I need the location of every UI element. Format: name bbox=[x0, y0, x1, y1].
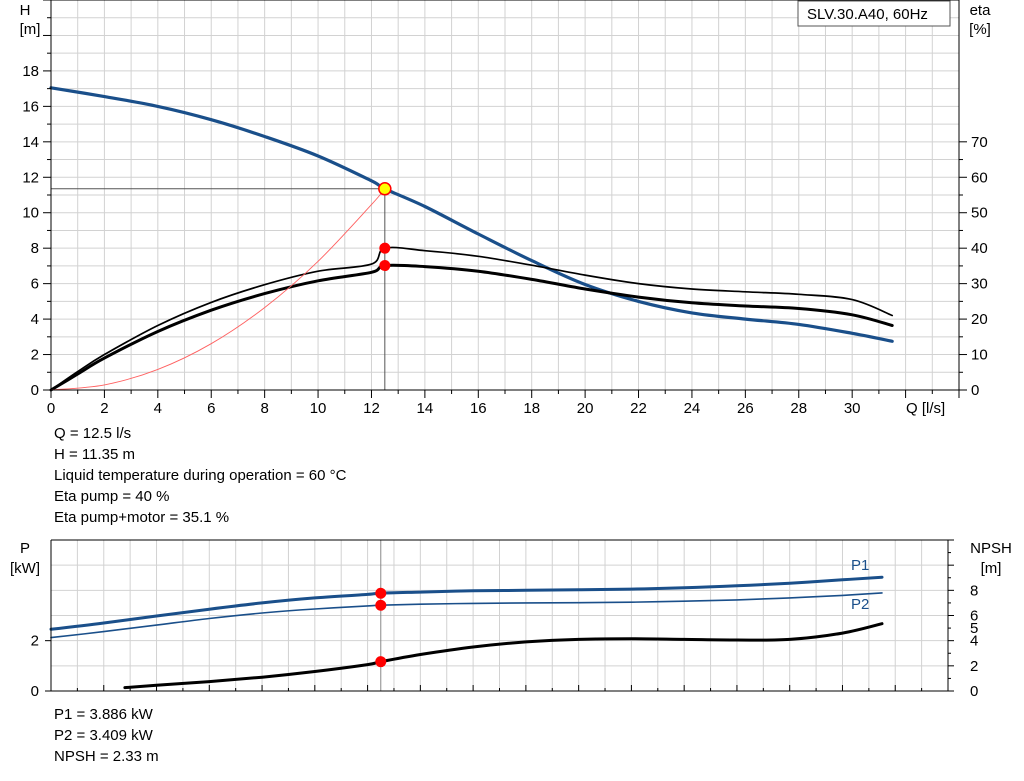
y-left-tick-label: 6 bbox=[31, 276, 39, 293]
x-tick-label: 22 bbox=[630, 400, 647, 417]
y-right-tick-label: 10 bbox=[971, 347, 988, 364]
y-right-tick-label: 60 bbox=[971, 169, 988, 186]
y-left-tick-label: 14 bbox=[22, 134, 39, 151]
temperature-result: Liquid temperature during operation = 60… bbox=[54, 467, 347, 484]
series-label-p2: P2 bbox=[851, 596, 869, 613]
x-tick-label: 0 bbox=[47, 400, 55, 417]
eta-pump-curve bbox=[50, 246, 894, 391]
axes: 0 2 4 6 8 10 12 14 16 18 20 22 24 26 28 300246810121416… bbox=[22, 0, 988, 417]
head-efficiency-chart: 0 2 4 6 8 10 12 14 16 18 20 22 24 26 28 300246810121416… bbox=[20, 0, 992, 417]
pump-head-curve bbox=[49, 86, 894, 343]
y-right-tick-label: 50 bbox=[971, 205, 988, 222]
series-layer bbox=[49, 540, 884, 691]
y-right-label-name: NPSH bbox=[970, 540, 1012, 557]
x-tick-label: 8 bbox=[260, 400, 268, 417]
y-left-tick-label: 12 bbox=[22, 169, 39, 186]
p1-marker bbox=[375, 587, 387, 599]
y-left-tick-label: 0 bbox=[31, 683, 39, 700]
y-left-tick-label: 2 bbox=[31, 633, 39, 650]
eta-pump-marker bbox=[379, 242, 391, 254]
x-tick-label: 6 bbox=[207, 400, 215, 417]
y-right-tick-label: 2 bbox=[970, 658, 978, 675]
y-left-tick-label: 4 bbox=[31, 311, 39, 328]
y-left-label-unit: [kW] bbox=[10, 560, 40, 577]
p2-result: P2 = 3.409 kW bbox=[54, 727, 153, 744]
x-tick-label: 12 bbox=[363, 400, 380, 417]
y-right-tick-label: 0 bbox=[971, 382, 979, 399]
y-left-label-unit: [m] bbox=[20, 21, 41, 38]
x-axis-label: Q [l/s] bbox=[906, 400, 945, 417]
npsh-marker bbox=[375, 656, 387, 668]
x-tick-label: 14 bbox=[417, 400, 434, 417]
y-left-tick-label: 2 bbox=[31, 347, 39, 364]
x-tick-label: 10 bbox=[310, 400, 327, 417]
duty-point-markers bbox=[378, 182, 392, 272]
eta-pump-result: Eta pump = 40 % bbox=[54, 488, 170, 505]
y-left-tick-label: 8 bbox=[31, 240, 39, 257]
y-right-tick-label: 4 bbox=[970, 633, 978, 650]
p1-result: P1 = 3.886 kW bbox=[54, 706, 153, 723]
grid bbox=[50, 0, 960, 390]
x-tick-label: 4 bbox=[154, 400, 162, 417]
y-right-tick-label: 40 bbox=[971, 240, 988, 257]
y-right-tick-label: 0 bbox=[970, 683, 978, 700]
y-left-tick-label: 18 bbox=[22, 63, 39, 80]
y-right-label-unit: [%] bbox=[969, 21, 991, 38]
y-right-tick-label: 20 bbox=[971, 311, 988, 328]
x-tick-label: 2 bbox=[100, 400, 108, 417]
p2-curve bbox=[50, 592, 883, 639]
npsh-curve bbox=[123, 622, 884, 690]
y-right-tick-label: 70 bbox=[971, 134, 988, 151]
p1-curve bbox=[49, 575, 884, 631]
y-left-tick-label: 10 bbox=[22, 205, 39, 222]
x-tick-label: 28 bbox=[790, 400, 807, 417]
x-tick-label: 16 bbox=[470, 400, 487, 417]
series-layer bbox=[49, 86, 894, 392]
duty-point-markers bbox=[375, 587, 387, 668]
eta-total-curve bbox=[49, 263, 894, 392]
eta-total-result: Eta pump+motor = 35.1 % bbox=[54, 509, 230, 526]
system-curve bbox=[50, 188, 386, 391]
x-tick-label: 30 bbox=[844, 400, 861, 417]
y-left-tick-label: 0 bbox=[31, 382, 39, 399]
y-right-tick-label: 8 bbox=[970, 582, 978, 599]
y-right-tick-label: 30 bbox=[971, 276, 988, 293]
y-left-label-name: P bbox=[20, 540, 30, 557]
grid bbox=[50, 539, 949, 691]
x-tick-label: 24 bbox=[684, 400, 701, 417]
npsh-result: NPSH = 2.33 m bbox=[54, 748, 159, 765]
y-right-label-name: eta bbox=[970, 2, 992, 19]
axes: 0 2 0 2 456 8 bbox=[31, 539, 978, 700]
y-left-tick-label: 16 bbox=[22, 98, 39, 115]
y-right-tick-label: 6 bbox=[970, 608, 978, 625]
y-right-tick-label: 5 bbox=[970, 620, 978, 637]
y-right-label-unit: [m] bbox=[981, 560, 1002, 577]
legend-box: SLV.30.A40, 60Hz bbox=[797, 0, 951, 27]
series-label-p1: P1 bbox=[851, 557, 869, 574]
head-result: H = 11.35 m bbox=[54, 446, 136, 463]
eta-total-marker bbox=[379, 260, 391, 272]
p2-marker bbox=[375, 599, 387, 611]
duty-point-marker bbox=[378, 182, 392, 196]
power-results: P1 = 3.886 kW P2 = 3.409 kW NPSH = 2.33 … bbox=[54, 704, 159, 767]
duty-point-results: Q = 12.5 l/s H = 11.35 m Liquid temperat… bbox=[54, 423, 346, 528]
y-left-label-name: H bbox=[20, 2, 31, 19]
x-tick-label: 20 bbox=[577, 400, 594, 417]
flow-result: Q = 12.5 l/s bbox=[54, 425, 132, 442]
power-npsh-chart: 0 2 0 2 456 8 P [kW] NPSH [m] P1 P2 bbox=[10, 539, 1012, 700]
x-tick-label: 26 bbox=[737, 400, 754, 417]
x-tick-label: 18 bbox=[523, 400, 540, 417]
chart-title: SLV.30.A40, 60Hz bbox=[807, 6, 928, 23]
